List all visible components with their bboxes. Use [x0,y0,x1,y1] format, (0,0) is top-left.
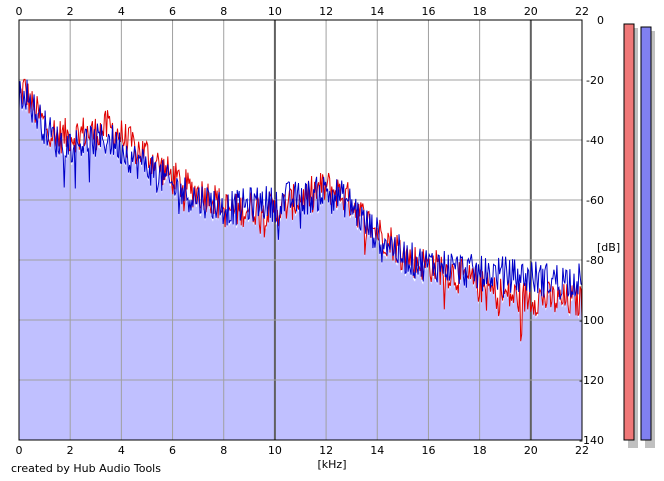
x-tick-top-4: 4 [118,5,125,18]
x-tick-bottom-6: 6 [169,444,176,457]
y-tick--100: -100 [579,314,604,327]
x-tick-top-14: 14 [370,5,384,18]
x-tick-bottom-10: 10 [268,444,282,457]
x-tick-bottom-4: 4 [118,444,125,457]
y-tick--40: -40 [586,134,604,147]
footer-credit: created by Hub Audio Tools [11,462,161,475]
x-tick-top-10: 10 [268,5,282,18]
meter-blue [640,26,652,441]
x-tick-top-12: 12 [319,5,333,18]
plot-frame [18,19,583,441]
x-ticks-top: 0 2 4 6 8 10 12 14 16 18 20 22 [16,5,590,18]
x-tick-bottom-22: 22 [575,444,589,457]
y-tick--80: -80 [586,254,604,267]
x-tick-bottom-12: 12 [319,444,333,457]
y-tick-0: 0 [597,14,604,27]
x-tick-top-2: 2 [67,5,74,18]
y-axis-label: [dB] [597,241,620,254]
y-ticks: 0 -20 -40 -60 -80 -100 -120 -140 [579,14,604,447]
y-tick--120: -120 [579,374,604,387]
x-tick-bottom-16: 16 [421,444,435,457]
x-tick-top-0: 0 [16,5,23,18]
x-tick-bottom-18: 18 [473,444,487,457]
meter-red [623,23,635,441]
x-tick-top-22: 22 [575,5,589,18]
x-tick-bottom-0: 0 [16,444,23,457]
x-tick-top-6: 6 [169,5,176,18]
x-tick-top-16: 16 [421,5,435,18]
y-tick--20: -20 [586,74,604,87]
x-tick-top-8: 8 [220,5,227,18]
x-tick-top-20: 20 [524,5,538,18]
x-tick-bottom-2: 2 [67,444,74,457]
grid [19,20,582,440]
y-tick--140: -140 [579,434,604,447]
x-ticks-bottom: 0 2 4 6 8 10 12 14 16 18 20 22 [16,444,590,457]
y-tick--60: -60 [586,194,604,207]
spectrum-area-fill [19,93,582,441]
x-tick-bottom-14: 14 [370,444,384,457]
series-line-blue [18,79,583,300]
x-tick-top-18: 18 [473,5,487,18]
x-tick-bottom-20: 20 [524,444,538,457]
x-axis-label: [kHz] [318,458,347,471]
x-tick-bottom-8: 8 [220,444,227,457]
